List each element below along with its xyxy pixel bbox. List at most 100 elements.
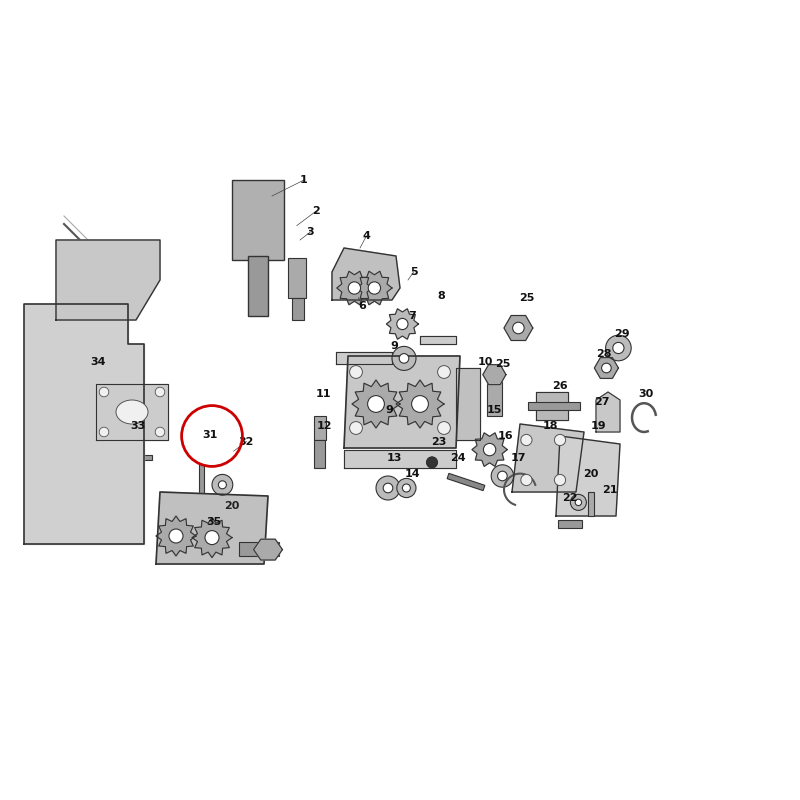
Bar [199,464,204,512]
Text: 21: 21 [602,485,618,494]
Circle shape [521,434,532,446]
Circle shape [392,346,416,370]
Circle shape [491,465,514,487]
Polygon shape [504,315,533,341]
Circle shape [613,342,624,354]
Circle shape [399,354,409,363]
Bar [288,258,306,298]
Text: 26: 26 [552,381,568,390]
Circle shape [483,443,496,456]
Bar [232,180,284,260]
Text: 3: 3 [306,227,314,237]
Text: 28: 28 [596,349,612,358]
Polygon shape [337,271,372,305]
Polygon shape [472,433,507,466]
Bar [248,256,268,316]
Text: 6: 6 [358,301,366,310]
Ellipse shape [116,400,148,424]
Circle shape [348,282,361,294]
Circle shape [368,282,381,294]
Text: 10: 10 [478,357,494,366]
Polygon shape [556,436,620,516]
Circle shape [602,363,611,373]
Polygon shape [336,352,392,364]
Bar [239,542,279,556]
Text: 1: 1 [300,175,308,185]
Bar [558,520,582,528]
Text: 9: 9 [390,341,398,350]
Polygon shape [594,358,618,378]
Bar [314,416,326,440]
Polygon shape [192,518,232,558]
Text: 32: 32 [238,437,254,446]
Polygon shape [512,424,584,492]
Text: 14: 14 [404,469,420,478]
Text: 8: 8 [438,291,446,301]
Circle shape [412,396,429,413]
Circle shape [155,387,165,397]
Circle shape [397,478,416,498]
Circle shape [438,422,450,434]
Text: 31: 31 [202,430,218,440]
Text: 5: 5 [410,267,418,277]
Polygon shape [344,356,460,448]
Polygon shape [344,450,456,468]
Text: 34: 34 [90,357,106,366]
Text: 20: 20 [224,502,239,511]
Bar [487,381,502,416]
Circle shape [498,471,507,481]
Polygon shape [332,248,400,300]
Polygon shape [357,271,392,305]
Circle shape [205,530,219,545]
Circle shape [367,396,384,413]
Text: 33: 33 [130,421,146,430]
Text: 25: 25 [494,359,510,369]
Text: 9: 9 [386,405,394,414]
Text: 27: 27 [594,397,610,406]
Polygon shape [420,336,456,344]
Circle shape [99,387,109,397]
Text: 19: 19 [590,421,606,430]
Circle shape [402,484,410,492]
Polygon shape [254,539,282,560]
Circle shape [606,335,631,361]
Polygon shape [352,380,400,428]
Polygon shape [396,380,444,428]
Circle shape [397,318,408,330]
Circle shape [521,474,532,486]
Polygon shape [483,365,506,385]
Text: 12: 12 [316,421,332,430]
Circle shape [350,422,362,434]
Text: 29: 29 [614,330,630,339]
Text: 11: 11 [315,389,331,398]
Circle shape [554,434,566,446]
Circle shape [212,474,233,495]
Text: 13: 13 [386,453,402,462]
Polygon shape [156,516,196,556]
Bar [112,454,152,461]
Text: 25: 25 [518,293,534,302]
Text: 17: 17 [510,453,526,462]
Polygon shape [386,309,418,339]
Circle shape [554,474,566,486]
Text: 24: 24 [450,453,466,462]
Polygon shape [24,304,144,544]
Text: 30: 30 [638,389,654,398]
Text: 16: 16 [498,431,514,441]
Text: 18: 18 [542,421,558,430]
Text: 2: 2 [312,206,320,216]
Polygon shape [536,392,568,420]
Text: 22: 22 [562,493,578,502]
Text: 7: 7 [408,311,416,321]
Polygon shape [56,240,160,320]
Bar [314,440,325,468]
Circle shape [169,529,183,543]
Circle shape [513,322,524,334]
Circle shape [383,483,393,493]
Circle shape [155,427,165,437]
Circle shape [426,457,438,468]
Circle shape [218,481,226,489]
Circle shape [99,427,109,437]
Text: 4: 4 [362,231,370,241]
Bar [447,474,485,490]
